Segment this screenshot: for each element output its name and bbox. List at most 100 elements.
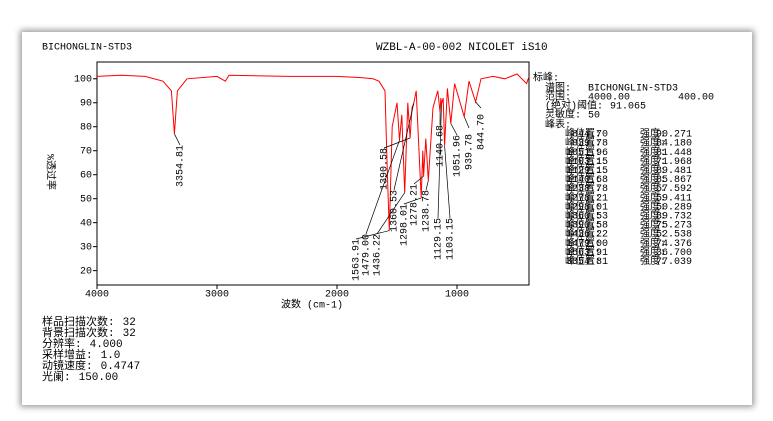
y-tick-label: 90	[80, 98, 92, 109]
peak-table-cell: 844.70	[572, 130, 608, 141]
peak-table-cell: 1051.96	[566, 148, 608, 159]
peak-table-cell: 71.968	[656, 157, 692, 168]
annotation-leader	[463, 116, 470, 129]
peak-info-threshold: 91.065	[610, 102, 646, 113]
peak-table-cell: 强度:	[640, 209, 666, 223]
peak-table-cell: 36.700	[656, 248, 692, 259]
peak-table-cell: 3354.81	[566, 257, 608, 268]
annotation-label: 844.70	[477, 114, 488, 150]
peak-table-cell: 1129.15	[566, 166, 608, 177]
annotation-label: 1140.68	[436, 125, 447, 167]
peak-table-cell: 峰位置:	[565, 163, 601, 177]
peak-table-cell: 52.538	[656, 230, 692, 241]
peak-table-cell: 强度:	[640, 227, 666, 241]
peak-table-cell: 75.273	[656, 221, 692, 232]
peak-table-cell: 峰位置:	[565, 227, 601, 241]
annotation-leader	[355, 230, 390, 240]
annotation-label: 1129.15	[434, 218, 445, 260]
x-tick-label: 2000	[325, 290, 349, 301]
peak-table-cell: 强度:	[640, 245, 666, 259]
peak-info-threshold: (绝对)阈值:	[545, 99, 603, 113]
header-right: WZBL-A-00-002 NICOLET iS10	[376, 42, 548, 54]
peak-info-sensitivity: 灵敏度:	[545, 108, 581, 122]
y-tick-label: 100	[74, 74, 92, 85]
peak-table-cell: 77.039	[656, 257, 692, 268]
param-value: 150.00	[79, 372, 119, 384]
param-value: 1.0	[101, 350, 121, 362]
param-label: 背景扫描次数:	[42, 325, 115, 340]
peak-table-cell: 81.448	[656, 148, 692, 159]
annotation-label: 1479.00	[362, 234, 373, 276]
annotation-leader	[425, 180, 429, 191]
peak-table-cell: 89.732	[656, 212, 692, 223]
param-label: 光阑:	[42, 369, 71, 384]
peak-table-cell: 强度:	[640, 190, 666, 204]
annotation-leader	[174, 133, 181, 146]
param-label: 分辨率:	[42, 336, 82, 351]
peak-info-range: 4000.00	[588, 93, 630, 104]
annotation-leader	[437, 103, 442, 219]
peak-table-cell: 强度:	[640, 218, 666, 232]
y-tick-label: 70	[80, 146, 92, 157]
annotation-label: 1390.58	[380, 148, 391, 190]
header-left: BICHONGLIN-STD3	[42, 43, 132, 54]
peak-table-cell: 峰位置:	[565, 218, 601, 232]
peak-table-cell: 强度:	[640, 199, 666, 213]
param-value: 32	[123, 328, 136, 340]
peak-table-cell: 1278.21	[566, 193, 608, 204]
peak-table-cell: 峰位置:	[565, 254, 601, 268]
peak-table-cell: 强度:	[640, 127, 666, 141]
y-tick-label: 80	[80, 122, 92, 133]
peak-table-cell: 峰位置:	[565, 236, 601, 250]
param-label: 动镜速度:	[42, 358, 93, 373]
param-value: 0.4747	[101, 361, 141, 373]
annotation-label: 1436.22	[373, 234, 384, 276]
peak-table-cell: 57.592	[656, 184, 692, 195]
peak-table-cell: 84.180	[656, 139, 692, 150]
peak-table-cell: 1140.68	[566, 175, 608, 186]
peak-table-cell: 50.289	[656, 202, 692, 213]
annotation-leader	[403, 197, 422, 205]
peak-table-cell: 强度:	[640, 181, 666, 195]
y-tick-label: 50	[80, 194, 92, 205]
annotation-leader	[376, 192, 405, 235]
param-label: 采样增益:	[42, 347, 93, 362]
annotation-label: 1103.15	[446, 218, 457, 260]
annotation-leader	[450, 123, 458, 136]
peak-table-cell: 强度:	[640, 145, 666, 159]
annotation-leader	[475, 101, 482, 109]
peak-table-cell: 峰位置:	[565, 245, 601, 259]
peak-table-cell: 89.481	[656, 166, 692, 177]
peak-table-cell: 1298.01	[566, 202, 608, 213]
peak-table-cell: 90.271	[656, 130, 692, 141]
annotation-leader	[444, 145, 451, 219]
y-tick-label: 60	[80, 170, 92, 181]
peak-table-cell: 峰位置:	[565, 190, 601, 204]
annotation-label: 1238.78	[422, 190, 433, 232]
peak-table-cell: 1563.91	[566, 248, 608, 259]
peak-table-cell: 1479.00	[566, 239, 608, 250]
annotation-leader	[393, 103, 415, 191]
peak-info-sensitivity: 50	[588, 111, 600, 122]
peak-table-cell: 峰位置:	[565, 209, 601, 223]
peak-table-cell: 1390.58	[566, 221, 608, 232]
peak-table-cell: 强度:	[640, 136, 666, 150]
peak-table-cell: 强度:	[640, 172, 666, 186]
annotation-leader	[413, 175, 424, 185]
peak-table-title: 峰表:	[545, 118, 571, 132]
param-value: 32	[123, 317, 136, 329]
peak-table-cell: 强度:	[640, 236, 666, 250]
x-tick-label: 4000	[85, 290, 109, 301]
peak-table-cell: 峰位置:	[565, 154, 601, 168]
annotation-label: 1360.53	[390, 190, 401, 232]
peak-table-cell: 939.78	[572, 139, 608, 150]
x-axis-label: 波数 (cm-1)	[281, 298, 343, 312]
peak-table-cell: 强度:	[640, 254, 666, 268]
annotation-label: 3354.81	[176, 145, 187, 187]
peak-table-cell: 峰位置:	[565, 145, 601, 159]
plot-frame	[96, 61, 530, 286]
peak-table-cell: 1436.22	[566, 230, 608, 241]
x-tick-label: 1000	[445, 290, 469, 301]
x-tick-label: 3000	[205, 290, 229, 301]
